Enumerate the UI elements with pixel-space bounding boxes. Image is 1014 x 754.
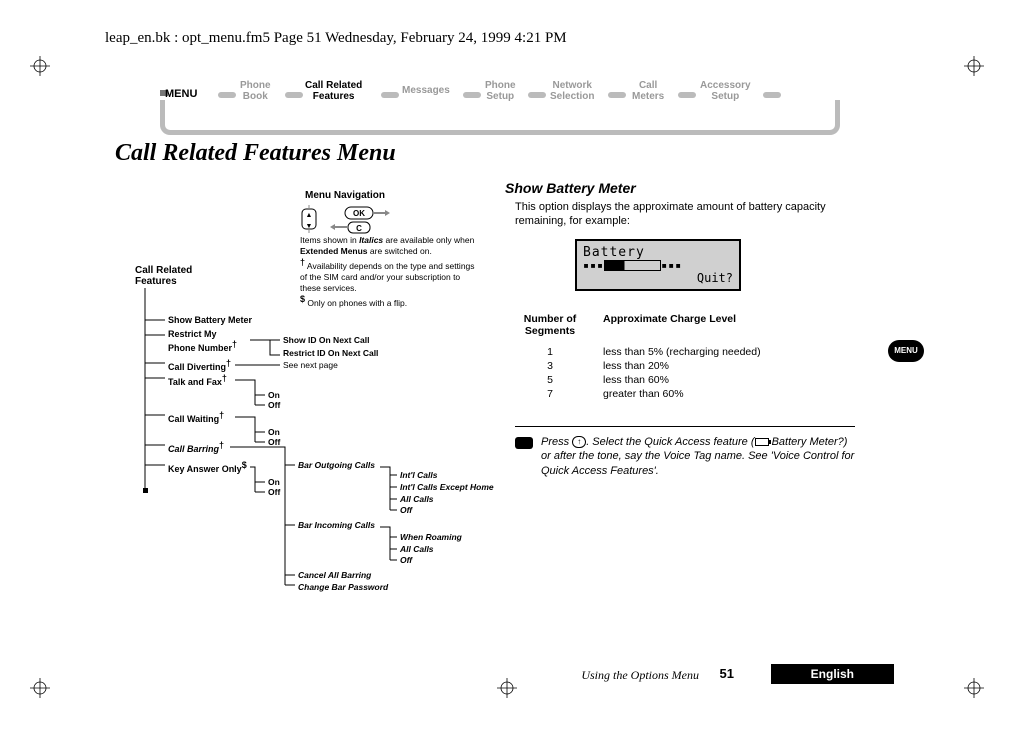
tree-sub: Cancel All Barring — [298, 570, 371, 580]
menu-item-call-meters: CallMeters — [632, 80, 664, 102]
tree-item: Call Diverting† — [168, 358, 231, 372]
nav-heading: Menu Navigation — [305, 190, 385, 201]
table-row: 1less than 5% (recharging needed) — [515, 345, 779, 359]
crop-mark-icon — [964, 56, 984, 76]
diagram-notes: Items shown in Italics are available onl… — [300, 235, 480, 309]
menu-item-accessory: AccessorySetup — [700, 80, 751, 102]
tree-sub: On — [268, 477, 280, 487]
page-header: leap_en.bk : opt_menu.fm5 Page 51 Wednes… — [105, 30, 567, 47]
tree-sub: Change Bar Password — [298, 582, 388, 592]
tree-sub: Off — [268, 437, 280, 447]
battery-table: Number ofSegments Approximate Charge Lev… — [515, 311, 779, 401]
crop-mark-icon — [30, 678, 50, 698]
tree-sub: Off — [400, 555, 412, 565]
section-show-battery: Show Battery Meter This option displays … — [505, 180, 855, 478]
menu-badge-icon: MENU — [888, 340, 924, 362]
footer-page-number: 51 — [720, 666, 734, 681]
tree-sub: Bar Outgoing Calls — [298, 460, 375, 470]
nav-controls-icon: ▲ ▼ OK C — [300, 205, 430, 237]
tree-sub: When Roaming — [400, 532, 462, 542]
tree-sub: Bar Incoming Calls — [298, 520, 375, 530]
tree-item: Show Battery Meter — [168, 315, 252, 325]
crop-mark-icon — [497, 678, 517, 698]
tree-sub: Show ID On Next Call — [283, 335, 369, 345]
table-header: Number ofSegments — [515, 311, 603, 345]
tree-sub: Off — [268, 487, 280, 497]
table-row: 3less than 20% — [515, 359, 779, 373]
tree-sub: See next page — [283, 360, 338, 370]
tree-sub: Restrict ID On Next Call — [283, 348, 378, 358]
menu-breadcrumb: MENU PhoneBook Call RelatedFeatures Mess… — [160, 80, 830, 130]
crop-mark-icon — [30, 56, 50, 76]
menu-item-phonebook: PhoneBook — [240, 80, 271, 102]
phone-screen-mock: Battery ▪▪▪▪▪▪ Quit? — [575, 239, 741, 292]
menu-item-phone-setup: PhoneSetup — [485, 80, 516, 102]
svg-text:▲: ▲ — [306, 212, 313, 219]
table-header: Approximate Charge Level — [603, 311, 779, 345]
tree-item: Call Barring† — [168, 440, 224, 454]
tree-sub: Int'l Calls Except Home — [400, 482, 494, 492]
footer-language: English — [771, 664, 894, 684]
table-row: 5less than 60% — [515, 373, 779, 387]
menu-item-call-related: Call RelatedFeatures — [305, 80, 362, 102]
tree-sub: On — [268, 390, 280, 400]
tree-sub: Int'l Calls — [400, 470, 437, 480]
tree-sub: Off — [400, 505, 412, 515]
page-title: Call Related Features Menu — [115, 140, 396, 167]
battery-icon — [755, 438, 769, 446]
footer-section-name: Using the Options Menu — [581, 668, 699, 683]
menu-item-network: NetworkSelection — [550, 80, 594, 102]
up-button-icon: ↑ — [572, 436, 586, 448]
section-title: Show Battery Meter — [505, 180, 855, 196]
svg-text:OK: OK — [353, 209, 365, 218]
tree-item: Talk and Fax† — [168, 373, 227, 387]
tree-sub: All Calls — [400, 544, 434, 554]
tree-root: Call RelatedFeatures — [135, 265, 192, 287]
menu-tree-diagram: Menu Navigation ▲ ▼ OK C Items shown in … — [135, 185, 485, 605]
section-body: This option displays the approximate amo… — [515, 200, 855, 229]
svg-text:C: C — [356, 224, 362, 233]
tree-item: Key Answer Only$ — [168, 460, 247, 474]
tree-item: Call Waiting† — [168, 410, 224, 424]
tree-sub: On — [268, 427, 280, 437]
svg-text:▼: ▼ — [306, 223, 313, 230]
tip-note: Press ↑. Select the Quick Access feature… — [515, 426, 855, 478]
tree-item: Restrict MyPhone Number† — [168, 330, 237, 354]
tree-sub: All Calls — [400, 494, 434, 504]
table-row: 7greater than 60% — [515, 387, 779, 401]
tree-sub: Off — [268, 400, 280, 410]
tip-icon — [515, 437, 533, 449]
menu-label: MENU — [165, 88, 197, 100]
menu-item-messages: Messages — [402, 85, 450, 96]
crop-mark-icon — [964, 678, 984, 698]
